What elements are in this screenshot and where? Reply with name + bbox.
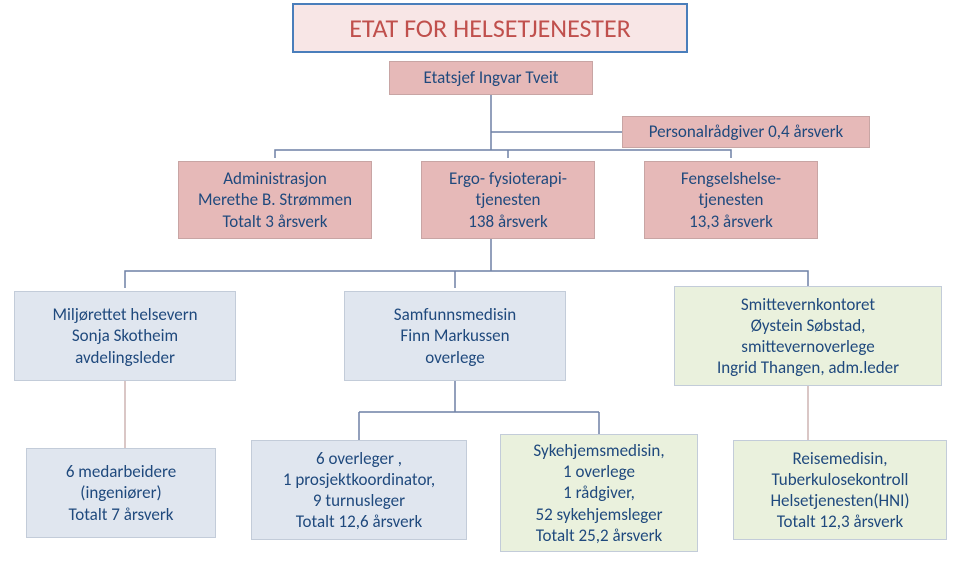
node-smitte-line: Ingrid Thangen, adm.leder [717, 357, 899, 378]
node-admin-line: Totalt 3 årsverk [222, 211, 327, 232]
node-overleger-line: 6 overleger , [316, 448, 402, 469]
node-sykehjem-line: 52 sykehjemsleger [535, 504, 662, 525]
node-miljo-line: Sonja Skotheim [72, 325, 178, 346]
node-miljo-line: Miljørettet helsevern [52, 304, 197, 325]
node-samfunn: SamfunnsmedisinFinn Markussenoverlege [344, 291, 566, 381]
node-admin: AdministrasjonMerethe B. StrømmenTotalt … [178, 161, 372, 239]
node-reise-line: Tuberkulosekontroll [772, 469, 909, 490]
personalradgiver-box: Personalrådgiver 0,4 årsverk [622, 116, 870, 148]
node-ergo-line: Ergo- fysioterapi- [449, 168, 567, 189]
node-ergo-line: tjenesten [476, 189, 541, 210]
node-smitte: SmittevernkontoretØystein Søbstad,smitte… [674, 286, 942, 386]
node-fengsel-line: 13,3 årsverk [689, 211, 773, 232]
node-overleger-line: 9 turnusleger [313, 490, 405, 511]
personalradgiver-text: Personalrådgiver 0,4 årsverk [649, 121, 844, 142]
title-box: ETAT FOR HELSETJENESTER [292, 3, 688, 53]
node-samfunn-line: overlege [425, 347, 484, 368]
title-text: ETAT FOR HELSETJENESTER [349, 12, 631, 45]
node-medarb-line: 6 medarbeidere [66, 461, 176, 482]
node-smitte-line: Smittevernkontoret [741, 294, 875, 315]
node-sykehjem-line: Sykehjemsmedisin, [533, 440, 664, 461]
node-miljo: Miljørettet helsevernSonja Skotheimavdel… [14, 291, 236, 381]
node-samfunn-line: Samfunnsmedisin [394, 304, 516, 325]
node-medarb: 6 medarbeidere(ingeniører)Totalt 7 årsve… [26, 448, 216, 538]
connector-line [275, 150, 731, 158]
node-sykehjem-line: 1 overlege [563, 461, 635, 482]
node-miljo-line: avdelingsleder [75, 347, 175, 368]
node-samfunn-line: Finn Markussen [400, 325, 509, 346]
etatsjef-box: Etatsjef Ingvar Tveit [389, 61, 593, 95]
node-reise: Reisemedisin,TuberkulosekontrollHelsetje… [733, 440, 947, 540]
node-fengsel-line: Fengselshelse- [681, 168, 781, 189]
node-smitte-line: Øystein Søbstad, [751, 315, 866, 336]
node-sykehjem-line: Totalt 25,2 årsverk [536, 525, 663, 546]
etatsjef-text: Etatsjef Ingvar Tveit [424, 67, 559, 88]
node-smitte-line: smittevernoverlege [741, 336, 874, 357]
node-sykehjem-line: 1 rådgiver, [563, 482, 635, 503]
node-sykehjem: Sykehjemsmedisin,1 overlege1 rådgiver,52… [500, 434, 698, 552]
node-admin-line: Administrasjon [223, 168, 327, 189]
node-admin-line: Merethe B. Strømmen [198, 189, 352, 210]
node-medarb-line: (ingeniører) [80, 482, 161, 503]
node-overleger: 6 overleger ,1 prosjektkoordinator,9 tur… [251, 440, 467, 540]
node-medarb-line: Totalt 7 årsverk [68, 504, 173, 525]
node-fengsel-line: tjenesten [699, 189, 764, 210]
node-overleger-line: 1 prosjektkoordinator, [283, 469, 435, 490]
node-reise-line: Totalt 12,3 årsverk [777, 511, 904, 532]
node-ergo-line: 138 årsverk [468, 211, 548, 232]
node-fengsel: Fengselshelse-tjenesten13,3 årsverk [644, 161, 818, 239]
node-ergo: Ergo- fysioterapi-tjenesten138 årsverk [421, 161, 595, 239]
node-reise-line: Reisemedisin, [793, 448, 888, 469]
node-reise-line: Helsetjenesten(HNI) [770, 490, 909, 511]
node-overleger-line: Totalt 12,6 årsverk [296, 511, 423, 532]
